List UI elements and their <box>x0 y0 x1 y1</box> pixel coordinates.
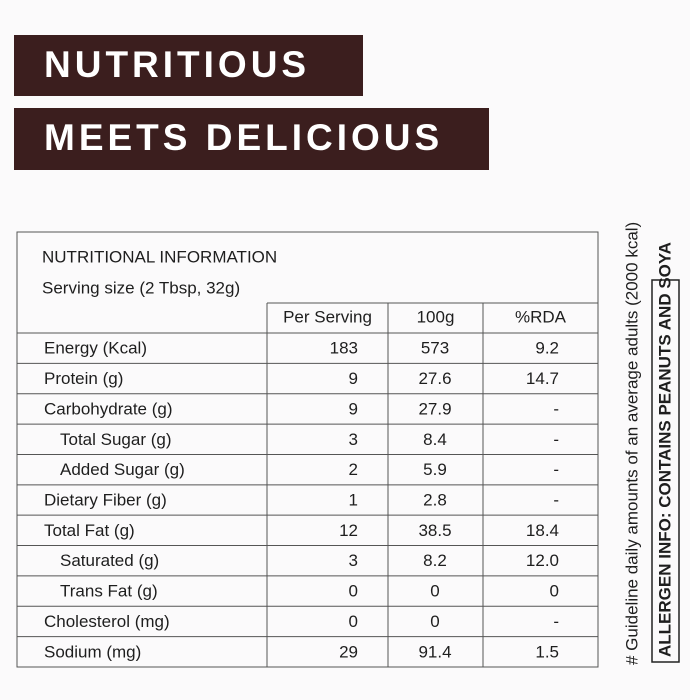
cell: - <box>553 399 559 418</box>
cell: 0 <box>430 612 439 631</box>
cell: 9 <box>349 369 358 388</box>
allergen-box <box>651 279 680 663</box>
row-label: Protein (g) <box>44 369 123 388</box>
cell: - <box>553 490 559 509</box>
cell: - <box>553 460 559 479</box>
row-label: Saturated (g) <box>60 551 159 570</box>
row-label: Total Fat (g) <box>44 521 135 540</box>
footnote: # Guideline daily amounts of an average … <box>622 222 641 665</box>
cell: 27.6 <box>418 369 451 388</box>
cell: 12.0 <box>526 551 559 570</box>
row-label: Energy (Kcal) <box>44 339 147 358</box>
cell: 1 <box>349 490 358 509</box>
cell: 2 <box>349 460 358 479</box>
allergen-info: ALLERGEN INFO: CONTAINS PEANUTS AND SOYA <box>655 242 674 657</box>
row-label: Carbohydrate (g) <box>44 399 173 418</box>
row-label: Cholesterol (mg) <box>44 612 170 631</box>
row-label: Total Sugar (g) <box>60 430 172 449</box>
cell: 2.8 <box>423 490 447 509</box>
cell: 12 <box>339 521 358 540</box>
cell: 9.2 <box>535 339 559 358</box>
cell: 183 <box>330 339 358 358</box>
cell: 5.9 <box>423 460 447 479</box>
cell: - <box>553 612 559 631</box>
row-label: Dietary Fiber (g) <box>44 490 167 509</box>
cell: 8.4 <box>423 430 447 449</box>
cell: 29 <box>339 642 358 661</box>
cell: 0 <box>550 582 559 601</box>
cell: 1.5 <box>535 642 559 661</box>
row-label: Added Sugar (g) <box>60 460 185 479</box>
cell: 38.5 <box>418 521 451 540</box>
cell: 9 <box>349 399 358 418</box>
row-label: Trans Fat (g) <box>60 582 158 601</box>
cell: 18.4 <box>526 521 559 540</box>
cell: 0 <box>349 582 358 601</box>
column-header: Per Serving <box>283 307 372 326</box>
cell: 8.2 <box>423 551 447 570</box>
banner <box>14 108 489 170</box>
table-title: NUTRITIONAL INFORMATION <box>42 247 277 266</box>
cell: 14.7 <box>526 369 559 388</box>
banner <box>14 35 363 96</box>
cell: 573 <box>421 339 449 358</box>
cell: 3 <box>349 551 358 570</box>
table-frame <box>16 231 599 668</box>
cell: - <box>553 430 559 449</box>
row-label: Sodium (mg) <box>44 642 141 661</box>
cell: 27.9 <box>418 399 451 418</box>
cell: 3 <box>349 430 358 449</box>
banner-title: MEETS DELICIOUS <box>44 117 443 158</box>
cell: 0 <box>430 582 439 601</box>
cell: 0 <box>349 612 358 631</box>
column-header: %RDA <box>515 307 567 326</box>
cell: 91.4 <box>418 642 451 661</box>
serving-size: Serving size (2 Tbsp, 32g) <box>42 278 240 297</box>
column-header: 100g <box>417 307 455 326</box>
banner-title: NUTRITIOUS <box>44 44 310 85</box>
